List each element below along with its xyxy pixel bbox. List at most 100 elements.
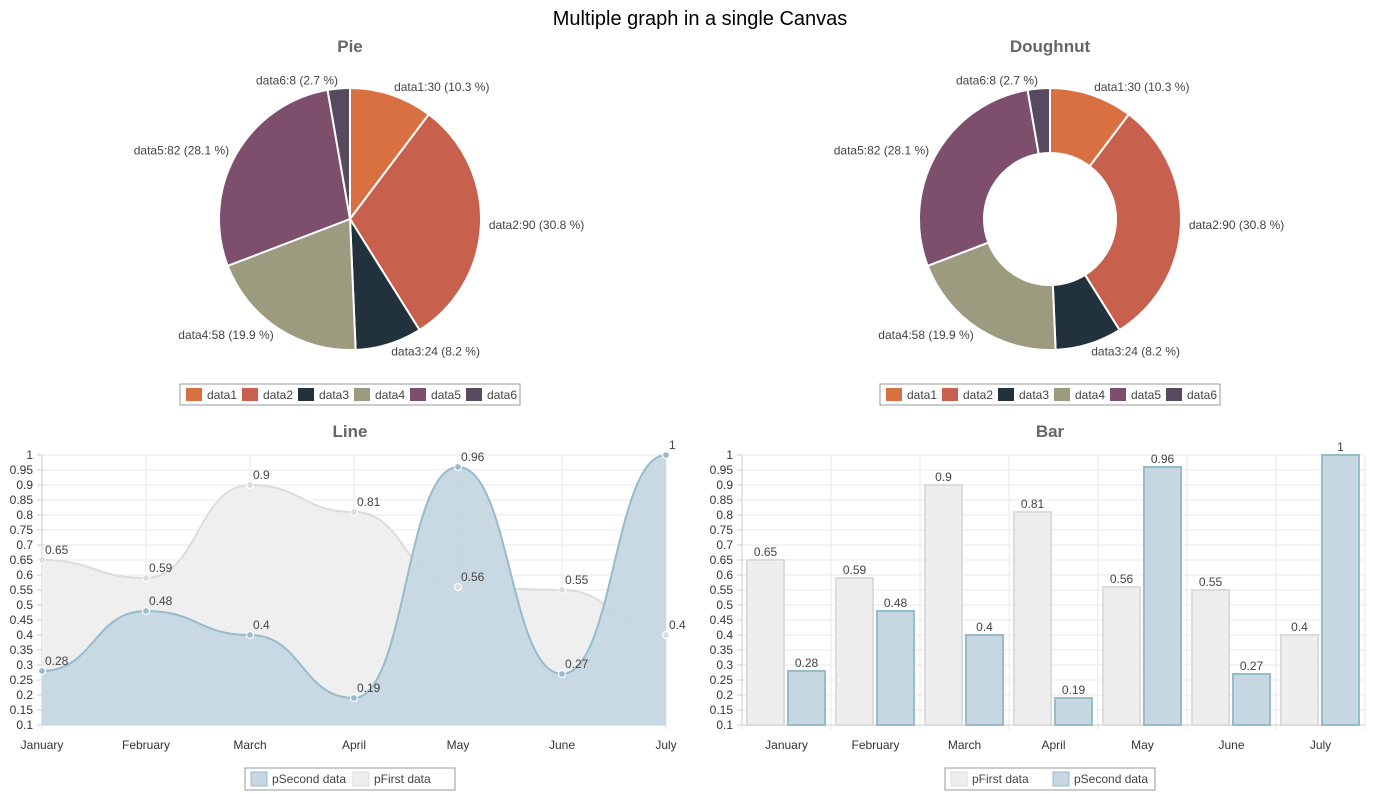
x-tick-label: May xyxy=(1131,738,1154,752)
point-series-1-4[interactable] xyxy=(453,582,463,592)
legend-swatch-series-0 xyxy=(250,771,268,787)
point-series-1-3[interactable] xyxy=(349,507,359,517)
y-tick-label: 0.2 xyxy=(16,688,33,702)
slice-label-data3: data3:24 (8.2 %) xyxy=(1091,345,1180,359)
slice-label-data4: data4:58 (19.9 %) xyxy=(178,328,273,342)
x-tick-label: January xyxy=(765,738,808,752)
point-series-0-0[interactable] xyxy=(37,666,47,676)
point-series-1-1[interactable] xyxy=(141,573,151,583)
legend-swatch-data3 xyxy=(998,388,1014,401)
slice-data5[interactable] xyxy=(918,88,1040,268)
legend-label-data1: data1 xyxy=(907,388,937,402)
bar-value-label-0-5: 0.55 xyxy=(1199,575,1223,589)
bar-series-1-6[interactable] xyxy=(1321,454,1360,726)
y-tick-label: 0.3 xyxy=(16,658,33,672)
slice-data6[interactable] xyxy=(326,86,351,220)
value-label-series-1-2: 0.9 xyxy=(253,468,270,482)
page-title: Multiple graph in a single Canvas xyxy=(553,8,848,30)
value-label-series-1-1: 0.59 xyxy=(149,561,173,575)
bar-series-0-5[interactable] xyxy=(1191,589,1230,726)
legend-swatch-data2 xyxy=(242,388,258,401)
y-tick-label: 0.8 xyxy=(16,508,33,522)
value-label-series-0-0: 0.28 xyxy=(45,654,69,668)
bar-series-0-3[interactable] xyxy=(1013,511,1052,726)
bar-value-label-0-2: 0.9 xyxy=(935,470,952,484)
bar-series-1-3[interactable] xyxy=(1054,697,1093,726)
point-series-0-3[interactable] xyxy=(349,693,359,703)
y-tick-label: 0.8 xyxy=(716,508,733,522)
point-series-0-6[interactable] xyxy=(661,450,671,460)
y-tick-label: 0.35 xyxy=(710,643,734,657)
x-tick-label: April xyxy=(1041,738,1065,752)
y-tick-label: 0.5 xyxy=(716,598,733,612)
point-series-0-2[interactable] xyxy=(245,630,255,640)
legend-swatch-series-1 xyxy=(1052,771,1070,787)
legend-swatch-data3 xyxy=(298,388,314,401)
pie-title: Pie xyxy=(337,37,363,56)
value-label-series-0-4: 0.96 xyxy=(461,450,485,464)
bar-series-0-6[interactable] xyxy=(1280,634,1319,726)
slice-data2[interactable] xyxy=(348,112,482,332)
value-label-series-0-2: 0.4 xyxy=(253,618,270,632)
y-tick-label: 0.1 xyxy=(716,718,733,732)
value-label-series-1-3: 0.81 xyxy=(357,495,381,509)
slice-data6[interactable] xyxy=(1026,86,1051,156)
bar-series-1-1[interactable] xyxy=(876,610,915,726)
legend-label-data4: data4 xyxy=(1075,388,1105,402)
legend-swatch-data6 xyxy=(466,388,482,401)
point-series-1-2[interactable] xyxy=(245,480,255,490)
pie-legend: data1 data2 data3 data4 data5 data6 xyxy=(179,383,521,406)
slice-data4[interactable] xyxy=(926,241,1057,351)
point-series-1-0[interactable] xyxy=(37,555,47,565)
y-tick-label: 0.95 xyxy=(10,463,34,477)
slice-data1[interactable] xyxy=(349,86,431,222)
bar-series-0-0[interactable] xyxy=(746,559,785,726)
legend-swatch-data5 xyxy=(410,388,426,401)
bar-series-0-2[interactable] xyxy=(924,484,963,726)
legend-label-data3: data3 xyxy=(1019,388,1049,402)
x-tick-label: February xyxy=(851,738,899,752)
legend-swatch-data1 xyxy=(886,388,902,401)
y-tick-label: 0.15 xyxy=(10,703,34,717)
value-label-series-1-6: 0.4 xyxy=(669,618,686,632)
slice-label-data5: data5:82 (28.1 %) xyxy=(134,143,229,157)
doughnut-chart: Doughnut data1:30 (10.3 %) data2:90 (30.8… xyxy=(834,37,1284,406)
y-tick-label: 1 xyxy=(726,448,733,462)
slice-label-data5: data5:82 (28.1 %) xyxy=(834,143,929,157)
x-tick-label: January xyxy=(21,738,64,752)
x-tick-label: June xyxy=(549,738,575,752)
point-series-1-5[interactable] xyxy=(557,585,567,595)
bar-series-1-2[interactable] xyxy=(965,634,1004,726)
bar-value-label-1-5: 0.27 xyxy=(1240,659,1264,673)
bar-series-1-4[interactable] xyxy=(1143,466,1182,726)
bar-series-1-5[interactable] xyxy=(1232,673,1271,726)
bar-value-label-0-0: 0.65 xyxy=(754,545,778,559)
bar-series-0-1[interactable] xyxy=(835,577,874,726)
legend-label-series-1: pSecond data xyxy=(1074,772,1148,786)
x-tick-label: February xyxy=(122,738,170,752)
y-tick-label: 0.7 xyxy=(16,538,33,552)
slice-label-data4: data4:58 (19.9 %) xyxy=(878,328,973,342)
legend-box xyxy=(944,767,1156,791)
slice-data4[interactable] xyxy=(226,217,357,351)
y-tick-label: 0.25 xyxy=(10,673,34,687)
bar-series-1-0[interactable] xyxy=(787,670,826,726)
bar-series-0-4[interactable] xyxy=(1102,586,1141,726)
point-series-0-1[interactable] xyxy=(141,606,151,616)
bar-value-label-0-6: 0.4 xyxy=(1291,620,1308,634)
slice-data2[interactable] xyxy=(1083,112,1182,332)
x-tick-label: June xyxy=(1218,738,1244,752)
y-tick-label: 0.3 xyxy=(716,658,733,672)
y-tick-label: 0.35 xyxy=(10,643,34,657)
point-series-0-4[interactable] xyxy=(453,462,463,472)
y-tick-label: 0.9 xyxy=(16,478,33,492)
slice-label-data1: data1:30 (10.3 %) xyxy=(394,80,489,94)
bar-title: Bar xyxy=(1036,422,1065,441)
slice-label-data6: data6:8 (2.7 %) xyxy=(256,74,338,88)
slice-data5[interactable] xyxy=(218,88,352,268)
y-tick-label: 0.15 xyxy=(710,703,734,717)
value-label-series-0-1: 0.48 xyxy=(149,594,173,608)
point-series-0-5[interactable] xyxy=(557,669,567,679)
point-series-1-6[interactable] xyxy=(661,630,671,640)
legend-swatch-data5 xyxy=(1110,388,1126,401)
